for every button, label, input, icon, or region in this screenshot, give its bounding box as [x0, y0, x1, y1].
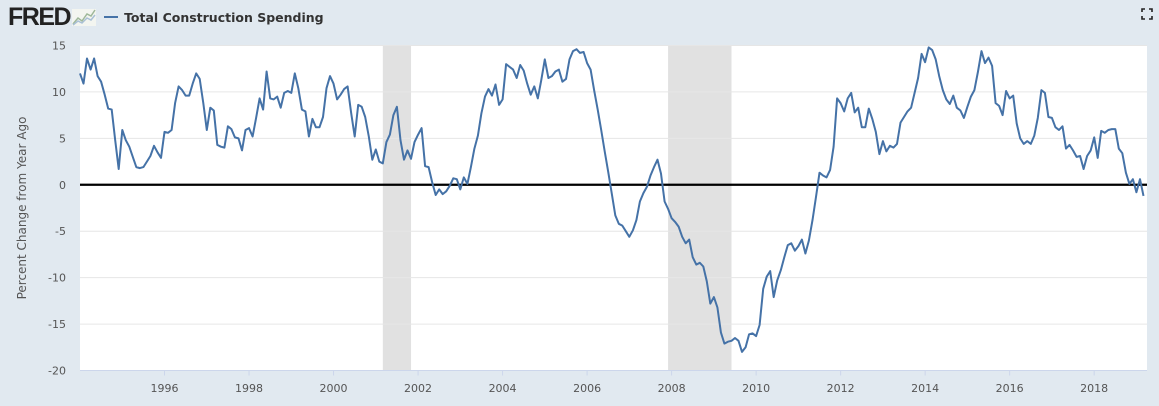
series-line-total-construction-spending — [79, 46, 1145, 353]
y-tick-label: -20 — [48, 365, 66, 378]
y-tick-label: -5 — [55, 225, 66, 238]
legend-swatch — [104, 16, 119, 18]
y-axis: 15 10 5 0 -5 -10 -15 -20 — [48, 40, 66, 378]
chart-header: FRED Total Construction Spending — [8, 3, 324, 31]
x-tick-label: 2004 — [489, 382, 517, 395]
series — [79, 46, 1147, 353]
gridlines — [80, 45, 1147, 371]
x-tick-label: 1996 — [151, 382, 179, 395]
y-tick-label: -15 — [48, 318, 66, 331]
recession-band — [668, 45, 732, 371]
x-tick-label: 2006 — [573, 382, 601, 395]
y-tick-label: 0 — [59, 179, 66, 192]
x-tick-label: 2010 — [742, 382, 770, 395]
fullscreen-icon[interactable] — [1141, 8, 1153, 20]
y-tick-label: 5 — [59, 132, 66, 145]
y-tick-label: -10 — [48, 272, 66, 285]
x-tick-label: 1998 — [235, 382, 263, 395]
recession-bands — [382, 45, 732, 371]
x-tick-label: 2008 — [658, 382, 686, 395]
y-axis-title: Percent Change from Year Ago — [15, 117, 29, 300]
x-tick-label: 2012 — [827, 382, 855, 395]
x-tick-label: 2000 — [320, 382, 348, 395]
y-tick-label: 15 — [52, 40, 66, 53]
x-tick-label: 2016 — [996, 382, 1024, 395]
fred-logo[interactable]: FRED — [8, 2, 72, 31]
y-tick-label: 10 — [52, 86, 66, 99]
x-tick-label: 2002 — [404, 382, 432, 395]
x-tick-label: 2014 — [911, 382, 939, 395]
line-chart-icon — [72, 9, 97, 26]
x-axis: 1996 1998 2000 2002 2004 2006 2008 2010 2012 2014… — [80, 370, 1147, 395]
x-tick-label: 2018 — [1080, 382, 1108, 395]
legend: Total Construction Spending — [104, 10, 324, 25]
legend-label[interactable]: Total Construction Spending — [124, 9, 324, 25]
recession-band — [382, 45, 412, 371]
